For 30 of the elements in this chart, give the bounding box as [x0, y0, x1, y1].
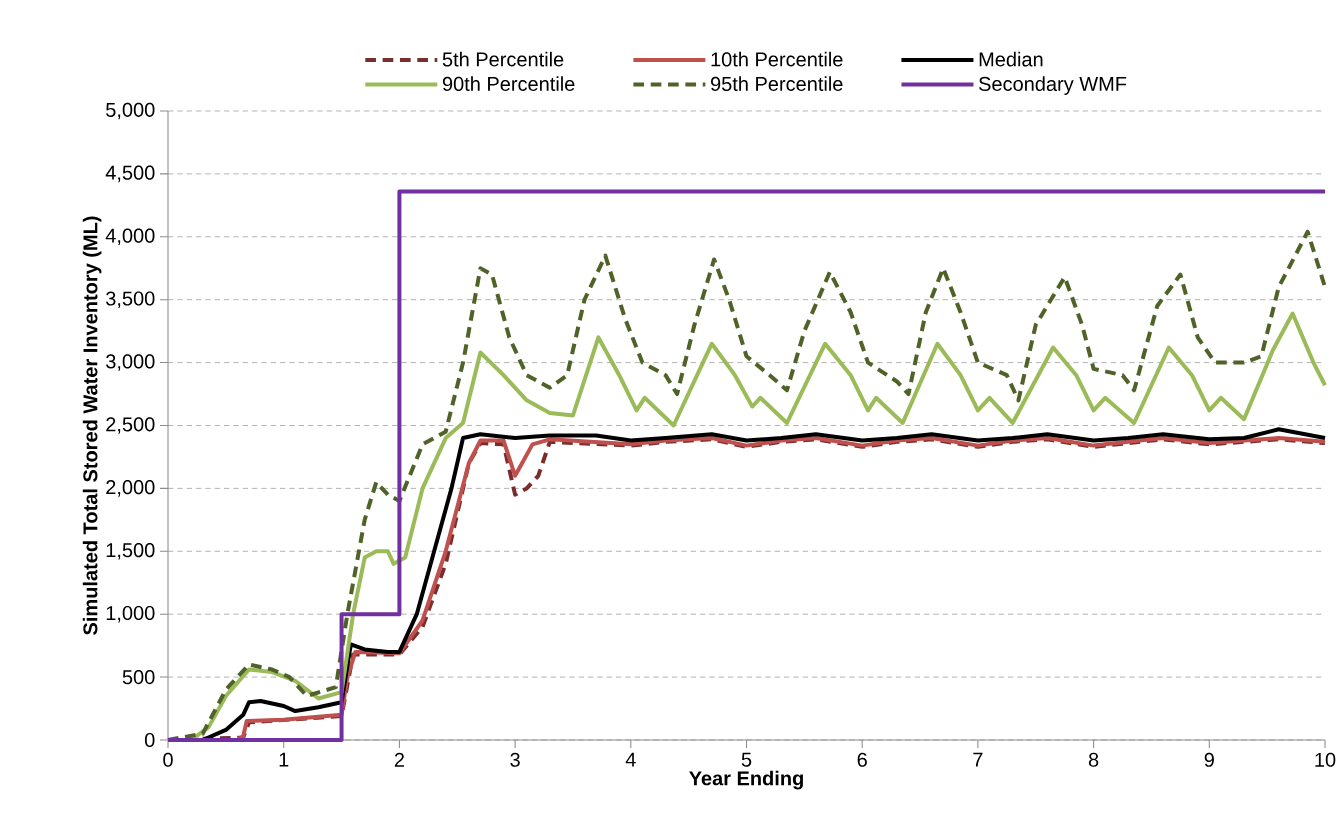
y-tick-label: 3,500: [106, 291, 155, 308]
x-tick-label: 1: [279, 752, 289, 767]
legend-label: Secondary WMF: [979, 76, 1127, 95]
y-tick-label: 1,000: [106, 605, 155, 623]
x-tick-label: 2: [394, 752, 404, 767]
y-tick-label: 2,500: [106, 417, 155, 434]
y-tick-label: 2,000: [106, 480, 155, 497]
x-tick-label: 4: [625, 752, 636, 767]
x-tick-label: 10: [1315, 752, 1336, 767]
legend-label: 5th Percentile: [442, 51, 564, 67]
x-tick-label: 6: [857, 752, 867, 767]
x-tick-label: 5: [741, 752, 752, 767]
x-tick-label: 3: [510, 752, 520, 767]
legend-label: 90th Percentile: [442, 76, 575, 91]
x-tick-label: 7: [973, 752, 983, 767]
y-tick-label: 1,500: [106, 543, 155, 560]
y-tick-label: 0: [144, 732, 155, 748]
y-tick-label: 3,000: [106, 354, 155, 371]
legend-label: Median: [979, 51, 1043, 67]
x-axis-title: Year Ending: [689, 770, 803, 790]
x-tick-label: 8: [1088, 752, 1099, 767]
legend-label: 10th Percentile: [711, 51, 843, 67]
y-tick-label: 500: [122, 670, 155, 685]
x-tick-label: 9: [1204, 752, 1214, 767]
legend-label: 95th Percentile: [710, 76, 843, 91]
y-axis-title: Simulated Total Stored Water Inventory (ML): [82, 216, 102, 635]
y-tick-label: 4,500: [105, 165, 155, 183]
y-tick-label: 4,000: [105, 228, 155, 246]
x-tick-label: 0: [163, 752, 173, 767]
y-tick-label: 5,000: [106, 102, 155, 120]
